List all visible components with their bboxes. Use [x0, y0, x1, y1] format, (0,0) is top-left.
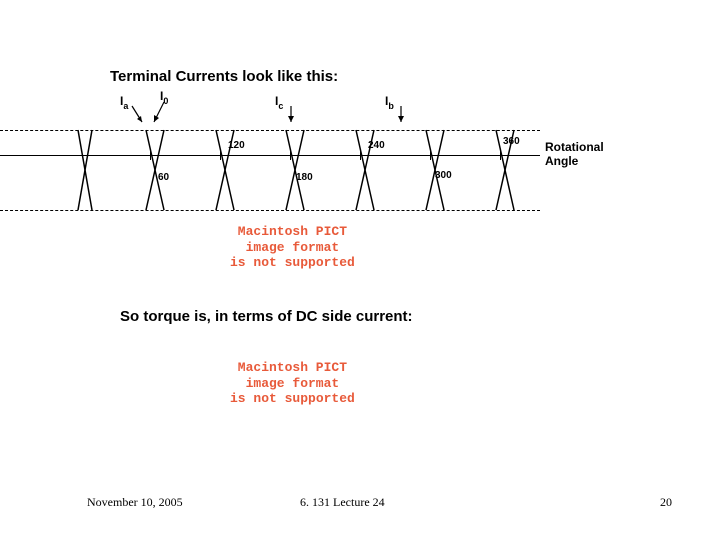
heading-terminal-currents: Terminal Currents look like this:: [110, 68, 338, 85]
tick: [220, 150, 221, 160]
angle-label: 180: [296, 172, 313, 183]
pict-placeholder: Macintosh PICT image format is not suppo…: [230, 360, 355, 407]
crossing-icon: [70, 125, 100, 215]
pict-line: is not supported: [230, 255, 355, 271]
axis-title-line1: Rotational: [545, 140, 604, 154]
pict-line: image format: [230, 240, 355, 256]
pict-line: Macintosh PICT: [230, 224, 355, 240]
crossing-icon: [140, 125, 170, 215]
pict-placeholder: Macintosh PICT image format is not suppo…: [230, 224, 355, 271]
tick: [150, 150, 151, 160]
tick: [500, 150, 501, 160]
pict-line: image format: [230, 376, 355, 392]
pict-line: Macintosh PICT: [230, 360, 355, 376]
crossing-icon: [350, 125, 380, 215]
angle-label: 240: [368, 140, 385, 151]
tick: [290, 150, 291, 160]
dashed-line-top: [0, 130, 540, 131]
angle-label: 60: [158, 172, 169, 183]
axis-title-line2: Angle: [545, 154, 604, 168]
axis-title: Rotational Angle: [545, 140, 604, 169]
waveform-diagram: Ia I0 Ic Ib 120 240 360 60 180 300 Rotat…: [80, 100, 620, 240]
tick: [430, 150, 431, 160]
footer-date: November 10, 2005: [87, 495, 183, 510]
arrow-icon: [150, 100, 168, 126]
arrow-icon: [283, 104, 299, 126]
arrow-icon: [128, 104, 146, 126]
dashed-line-bottom: [0, 210, 540, 211]
crossing-icon: [210, 125, 240, 215]
heading-torque: So torque is, in terms of DC side curren…: [120, 308, 413, 325]
tick: [360, 150, 361, 160]
angle-label: 360: [503, 136, 520, 147]
angle-label: 300: [435, 170, 452, 181]
angle-label: 120: [228, 140, 245, 151]
footer-page: 20: [660, 495, 672, 510]
crossing-icon: [280, 125, 310, 215]
axis-line: [0, 155, 540, 156]
pict-line: is not supported: [230, 391, 355, 407]
arrow-icon: [393, 104, 409, 126]
footer-center: 6. 131 Lecture 24: [300, 495, 385, 510]
